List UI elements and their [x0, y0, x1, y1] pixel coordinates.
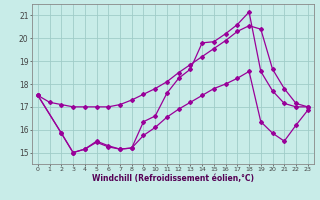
X-axis label: Windchill (Refroidissement éolien,°C): Windchill (Refroidissement éolien,°C) — [92, 174, 254, 183]
